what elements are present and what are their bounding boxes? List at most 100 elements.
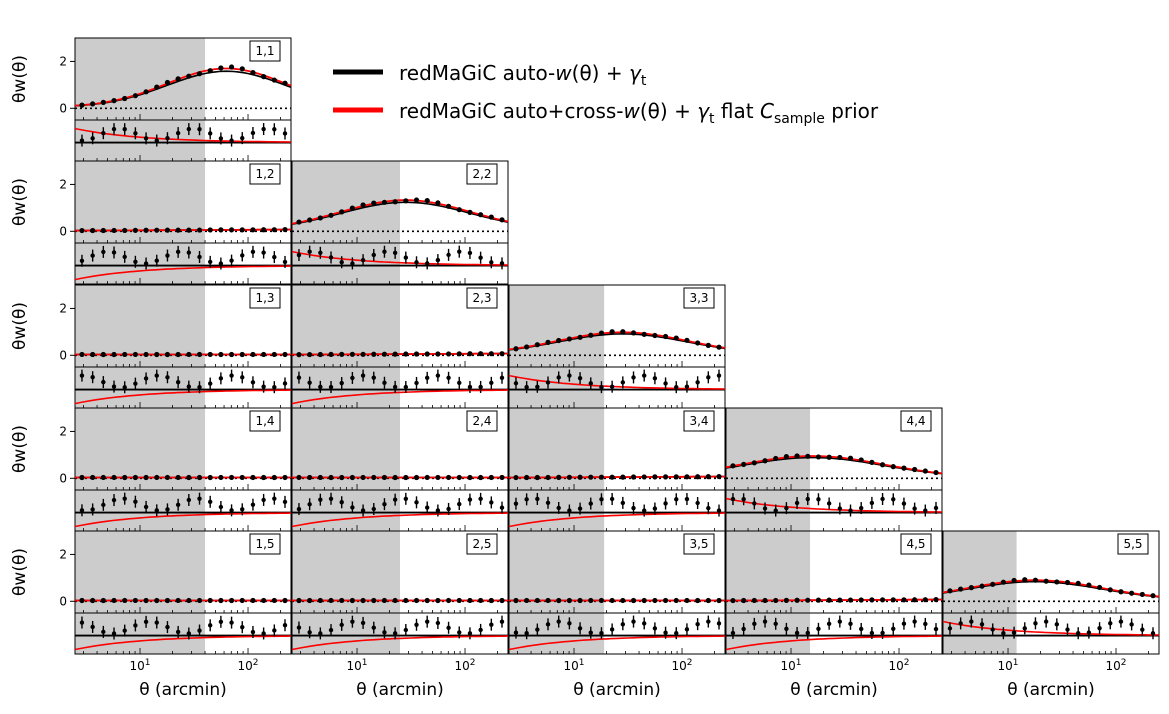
data-point [879,462,886,468]
x-axis-label: θ (arcmin) [139,680,227,700]
residual-point [784,626,789,632]
data-point [858,597,864,603]
residual-point [858,505,864,511]
data-point [435,200,441,206]
data-point [186,227,192,233]
data-point [869,459,875,465]
residual-point [837,506,843,511]
data-point [445,351,452,357]
y-tick-label: 0 [59,348,67,362]
residual-point [1075,631,1081,636]
residual-point [609,384,615,389]
data-point [164,227,171,233]
panel-label: 4,5 [906,537,925,551]
data-point [381,351,388,357]
residual-point [218,504,224,510]
residual-point [706,619,711,624]
panel-3-3: 3,3 [508,284,726,409]
data-point [282,351,288,358]
residual-point [478,384,483,390]
data-point [545,597,551,604]
residual-point [706,505,711,511]
data-point [524,597,530,604]
data-point [1150,593,1156,599]
panel-1-5: 1,5 0 2 101 102 [59,530,292,673]
data-point [556,474,562,480]
residual-point [272,496,277,501]
residual-point [296,375,302,380]
data-point [328,212,334,218]
data-point [513,346,519,352]
panel-label-frame [249,410,281,432]
scale-cut-shade [75,531,206,654]
panel-3-5: 3,5 101 102 [508,530,726,673]
residual-point [435,620,441,626]
residual-point [880,496,885,502]
data-point [111,98,117,104]
residual-model-curve [74,265,292,281]
residual-point [328,627,334,633]
residual-point [143,261,149,266]
data-point [154,474,160,481]
residual-point [858,626,864,632]
data-point [207,68,213,74]
residual-point [933,626,939,632]
data-point [228,351,235,358]
data-point [684,597,690,604]
panel-label: 2,4 [472,414,491,428]
residual-point [175,130,181,136]
residual-point [1150,631,1156,636]
residual-point [499,261,505,266]
panel-label-frame [466,410,498,432]
data-point [381,199,388,205]
data-point [488,351,494,357]
residual-point [272,254,277,260]
residual-point [794,500,800,506]
data-point [261,474,267,481]
data-point [403,474,409,481]
data-point [424,197,430,204]
residual-point [350,375,355,381]
data-point [307,351,313,358]
residual-point [350,505,355,510]
data-point [328,597,334,604]
panel-label-box: 5,5 [1117,533,1149,555]
residual-point [979,622,985,627]
data-point [218,351,224,358]
data-point [349,205,355,211]
data-point [282,226,288,233]
data-point [317,474,323,481]
data-point [805,453,811,459]
data-point [805,597,811,603]
data-point [445,597,452,604]
data-point [890,597,896,603]
residual-point [588,630,593,635]
residual-point [990,627,995,632]
data-point [912,597,918,603]
data-point [990,581,996,587]
panel-label-frame [466,533,498,555]
residual-point [663,501,668,506]
data-point [196,227,203,233]
panel-label: 1,3 [255,291,274,305]
panel-label: 3,3 [689,291,708,305]
residual-point [414,622,419,627]
data-point [901,597,907,603]
residual-point [79,620,85,625]
residual-point [154,138,159,143]
residual-point [414,380,419,386]
data-point [456,474,462,481]
data-point [435,597,441,604]
data-point [620,474,626,480]
residual-point [371,252,376,258]
residual-point [923,621,928,627]
model-curve-cross [726,598,942,602]
residual-point [1065,627,1070,632]
panel-label: 2,5 [472,537,491,551]
residual-point [371,375,376,380]
data-point [773,455,779,462]
residual-point [101,502,106,508]
legend-label-auto: redMaGiC auto-w(θ) + γt [399,61,647,89]
data-point [307,217,313,223]
residual-point [947,626,953,631]
